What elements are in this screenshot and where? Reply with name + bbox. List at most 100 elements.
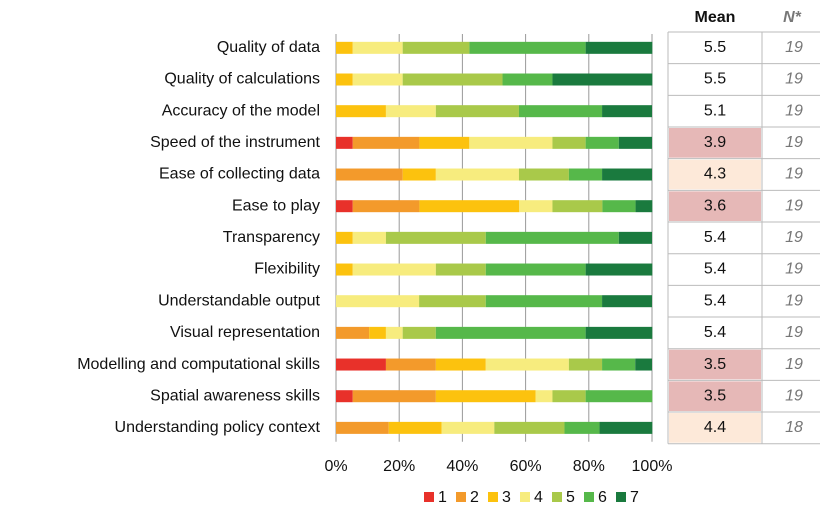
mean-value: 5.4 [704, 292, 726, 309]
bar-segment [435, 390, 536, 403]
bar-segment [336, 105, 386, 118]
bar-segment [469, 41, 586, 54]
n-value: 19 [785, 324, 803, 341]
bar-segment [336, 73, 353, 86]
x-tick-label: 0% [324, 458, 347, 475]
cell-highlight [669, 159, 761, 190]
bar-segment [585, 136, 619, 149]
bar-segment [485, 358, 569, 371]
bar-segment [336, 168, 403, 181]
bar-segment [336, 326, 370, 339]
bar-segment [552, 390, 586, 403]
mean-value: 5.4 [704, 229, 726, 246]
bar-segment [552, 136, 586, 149]
bar-segment [435, 168, 519, 181]
bar-segment [336, 263, 353, 276]
bar-segment [602, 105, 652, 118]
legend-swatch [552, 492, 562, 502]
legend-label: 5 [566, 489, 575, 506]
bar-segment [336, 41, 353, 54]
bar-segment [568, 168, 603, 181]
table-header: Mean [695, 9, 736, 26]
mean-value: 4.4 [704, 419, 726, 436]
category-label: Quality of calculations [164, 71, 320, 88]
x-tick-label: 40% [446, 458, 478, 475]
bar-segment [419, 136, 470, 149]
bar-segment [419, 200, 520, 213]
bar-segment [602, 168, 652, 181]
n-value: 19 [785, 197, 803, 214]
bar-segment [352, 73, 403, 86]
cell-highlight [669, 128, 761, 158]
category-label: Understanding policy context [115, 419, 321, 436]
bar-segment [485, 263, 586, 276]
bar-segment [402, 73, 503, 86]
bar-segment [535, 390, 553, 403]
category-label: Understandable output [158, 292, 320, 309]
bar-segment [602, 200, 636, 213]
bar-segment [602, 295, 652, 308]
bar-segment [352, 41, 403, 54]
cell-highlight [669, 381, 761, 412]
n-value: 18 [785, 419, 803, 436]
bar-segment [435, 326, 586, 339]
x-tick-label: 60% [510, 458, 542, 475]
legend-swatch [584, 492, 594, 502]
n-value: 19 [785, 71, 803, 88]
category-label: Transparency [223, 229, 320, 246]
bar-segment [564, 421, 600, 434]
mean-value: 5.5 [704, 39, 726, 56]
bar-segment [585, 326, 653, 339]
bar-segment [485, 295, 603, 308]
legend-swatch [616, 492, 626, 502]
bar-segment [336, 200, 353, 213]
legend-swatch [488, 492, 498, 502]
bar-segment [385, 326, 403, 339]
bar-segment [518, 168, 569, 181]
bar-segment [352, 263, 436, 276]
mean-value: 5.5 [704, 71, 726, 88]
bar-segment [568, 358, 603, 371]
legend-label: 4 [534, 489, 543, 506]
bar-segment [585, 41, 653, 54]
bar-segment [385, 231, 486, 244]
bar-segment [385, 358, 436, 371]
category-label: Speed of the instrument [150, 134, 320, 151]
bar-segment [441, 421, 495, 434]
bar-segment [518, 105, 603, 118]
legend-swatch [456, 492, 466, 502]
mean-value: 3.6 [704, 197, 726, 214]
mean-value: 3.5 [704, 356, 726, 373]
bar-segment [502, 73, 553, 86]
category-label: Ease of collecting data [159, 166, 320, 183]
n-value: 19 [785, 261, 803, 278]
n-value: 19 [785, 102, 803, 119]
legend-swatch [424, 492, 434, 502]
bar-segment [402, 326, 436, 339]
n-value: 19 [785, 229, 803, 246]
category-label: Flexibility [254, 261, 320, 278]
category-label: Accuracy of the model [162, 102, 320, 119]
bar-segment [435, 105, 519, 118]
bar-segment [352, 231, 386, 244]
bar-segment [552, 73, 653, 86]
n-value: 19 [785, 387, 803, 404]
n-value: 19 [785, 356, 803, 373]
n-value: 19 [785, 292, 803, 309]
legend-swatch [520, 492, 530, 502]
bar-segment [352, 200, 420, 213]
bar-segment [352, 136, 420, 149]
bar-segment [635, 200, 653, 213]
bar-segment [435, 358, 486, 371]
n-value: 19 [785, 134, 803, 151]
bar-segment [388, 421, 442, 434]
x-tick-label: 80% [573, 458, 605, 475]
bar-segment [402, 41, 470, 54]
mean-value: 5.4 [704, 324, 726, 341]
mean-value: 4.3 [704, 166, 726, 183]
bar-segment [599, 421, 653, 434]
cell-highlight [669, 349, 761, 380]
bar-segment [519, 200, 553, 213]
bar-segment [336, 295, 420, 308]
